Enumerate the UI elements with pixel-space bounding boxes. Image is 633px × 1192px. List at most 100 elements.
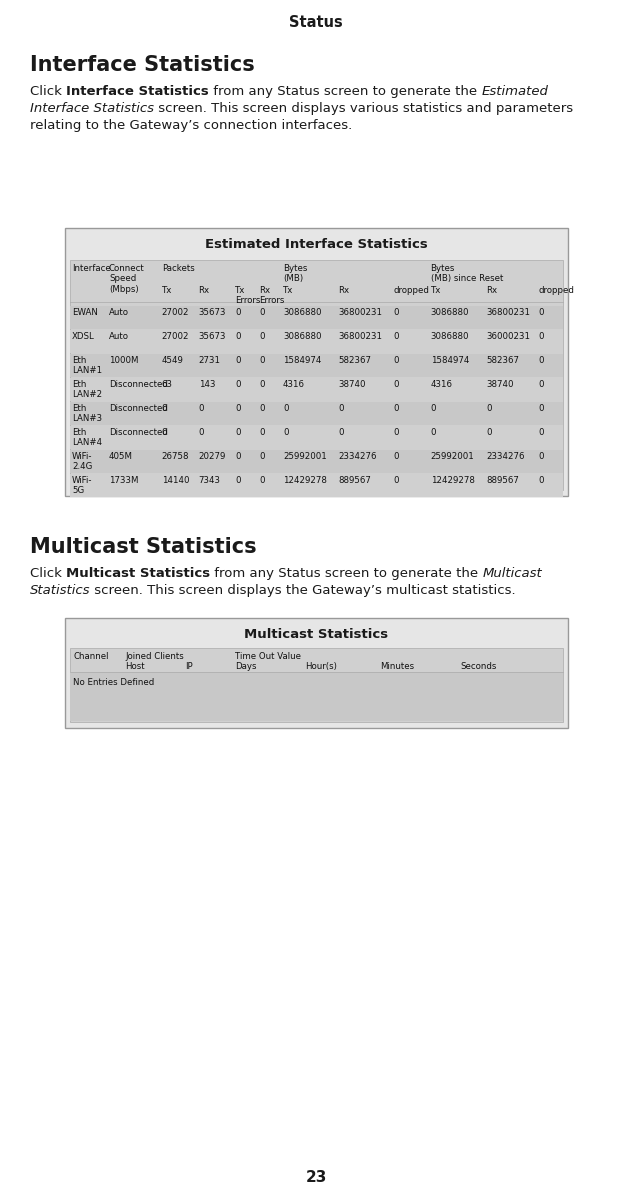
- Text: Click: Click: [30, 85, 66, 98]
- Text: 3086880: 3086880: [430, 308, 469, 317]
- FancyBboxPatch shape: [70, 330, 563, 353]
- Text: 0: 0: [199, 428, 204, 437]
- FancyBboxPatch shape: [70, 672, 563, 721]
- Text: 0: 0: [235, 380, 241, 389]
- Text: Host: Host: [125, 662, 144, 671]
- Text: 405M: 405M: [109, 452, 133, 461]
- Text: 0: 0: [486, 404, 491, 412]
- Text: Interface Statistics: Interface Statistics: [30, 103, 154, 114]
- Text: 14140: 14140: [161, 476, 189, 485]
- Text: 36800231: 36800231: [338, 333, 382, 341]
- Text: 23: 23: [305, 1171, 327, 1185]
- Text: 0: 0: [235, 452, 241, 461]
- FancyBboxPatch shape: [70, 354, 563, 377]
- Text: Hour(s): Hour(s): [305, 662, 337, 671]
- Text: from any Status screen to generate the: from any Status screen to generate the: [210, 567, 482, 581]
- Text: 0: 0: [259, 308, 265, 317]
- Text: 27002: 27002: [161, 333, 189, 341]
- Text: 0: 0: [539, 476, 544, 485]
- Text: Multicast: Multicast: [482, 567, 542, 581]
- Text: Rx: Rx: [199, 286, 210, 294]
- Text: EWAN: EWAN: [72, 308, 98, 317]
- Text: 0: 0: [161, 428, 167, 437]
- Text: 3086880: 3086880: [283, 333, 322, 341]
- Text: Eth
LAN#4: Eth LAN#4: [72, 428, 102, 447]
- Text: Auto: Auto: [109, 308, 129, 317]
- Text: 0: 0: [161, 404, 167, 412]
- Text: Interface: Interface: [72, 263, 111, 273]
- Text: No Entries Defined: No Entries Defined: [73, 678, 154, 687]
- Text: 0: 0: [259, 356, 265, 365]
- FancyBboxPatch shape: [65, 228, 568, 496]
- Text: Tx: Tx: [283, 286, 293, 294]
- Text: Disconnected: Disconnected: [109, 428, 168, 437]
- FancyBboxPatch shape: [70, 378, 563, 401]
- Text: 0: 0: [235, 476, 241, 485]
- FancyBboxPatch shape: [70, 306, 563, 329]
- Text: 4549: 4549: [161, 356, 184, 365]
- Text: Seconds: Seconds: [460, 662, 496, 671]
- Text: 0: 0: [430, 428, 436, 437]
- Text: 0: 0: [539, 333, 544, 341]
- Text: 36000231: 36000231: [486, 333, 530, 341]
- Text: 0: 0: [235, 404, 241, 412]
- FancyBboxPatch shape: [70, 648, 563, 722]
- Text: Tx
Errors: Tx Errors: [235, 286, 261, 305]
- Text: WiFi-
2.4G: WiFi- 2.4G: [72, 452, 92, 471]
- Text: 36800231: 36800231: [338, 308, 382, 317]
- Text: 1000M: 1000M: [109, 356, 139, 365]
- Text: 0: 0: [283, 404, 289, 412]
- Text: 0: 0: [259, 428, 265, 437]
- Text: Time Out Value: Time Out Value: [235, 652, 301, 662]
- Text: 0: 0: [486, 428, 491, 437]
- Text: Eth
LAN#2: Eth LAN#2: [72, 380, 102, 398]
- Text: 12429278: 12429278: [283, 476, 327, 485]
- Text: 0: 0: [539, 452, 544, 461]
- Text: 0: 0: [394, 308, 399, 317]
- FancyBboxPatch shape: [70, 451, 563, 473]
- Text: 1733M: 1733M: [109, 476, 139, 485]
- Text: 25992001: 25992001: [283, 452, 327, 461]
- Text: WiFi-
5G: WiFi- 5G: [72, 476, 92, 495]
- Text: 25992001: 25992001: [430, 452, 474, 461]
- Text: dropped: dropped: [394, 286, 430, 294]
- Text: 0: 0: [539, 380, 544, 389]
- Text: Rx: Rx: [486, 286, 497, 294]
- Text: 582367: 582367: [338, 356, 372, 365]
- Text: 26758: 26758: [161, 452, 189, 461]
- FancyBboxPatch shape: [70, 260, 563, 490]
- Text: IP: IP: [185, 662, 192, 671]
- Text: Auto: Auto: [109, 333, 129, 341]
- Text: 3086880: 3086880: [283, 308, 322, 317]
- Text: Multicast Statistics: Multicast Statistics: [30, 538, 256, 557]
- Text: Interface Statistics: Interface Statistics: [30, 55, 254, 75]
- Text: Bytes
(MB) since Reset: Bytes (MB) since Reset: [430, 263, 503, 284]
- Text: Estimated Interface Statistics: Estimated Interface Statistics: [205, 238, 428, 252]
- Text: 2334276: 2334276: [338, 452, 377, 461]
- Text: 0: 0: [235, 308, 241, 317]
- Text: relating to the Gateway’s connection interfaces.: relating to the Gateway’s connection int…: [30, 119, 352, 132]
- Text: 0: 0: [259, 333, 265, 341]
- Text: 0: 0: [338, 404, 344, 412]
- Text: Multicast Statistics: Multicast Statistics: [66, 567, 210, 581]
- Text: 3086880: 3086880: [430, 333, 469, 341]
- Text: Channel: Channel: [73, 652, 108, 662]
- Text: Bytes
(MB): Bytes (MB): [283, 263, 307, 284]
- FancyBboxPatch shape: [70, 426, 563, 449]
- Text: 0: 0: [539, 308, 544, 317]
- Text: Disconnected: Disconnected: [109, 380, 168, 389]
- Text: 35673: 35673: [199, 333, 226, 341]
- Text: 0: 0: [394, 476, 399, 485]
- Text: Status: Status: [289, 15, 343, 30]
- Text: dropped: dropped: [539, 286, 575, 294]
- Text: screen. This screen displays various statistics and parameters: screen. This screen displays various sta…: [154, 103, 573, 114]
- Text: 0: 0: [394, 333, 399, 341]
- FancyBboxPatch shape: [65, 617, 568, 728]
- Text: 0: 0: [394, 380, 399, 389]
- Text: 1584974: 1584974: [283, 356, 322, 365]
- Text: 0: 0: [338, 428, 344, 437]
- Text: Connect
Speed
(Mbps): Connect Speed (Mbps): [109, 263, 145, 293]
- Text: 63: 63: [161, 380, 173, 389]
- FancyBboxPatch shape: [70, 474, 563, 497]
- Text: 27002: 27002: [161, 308, 189, 317]
